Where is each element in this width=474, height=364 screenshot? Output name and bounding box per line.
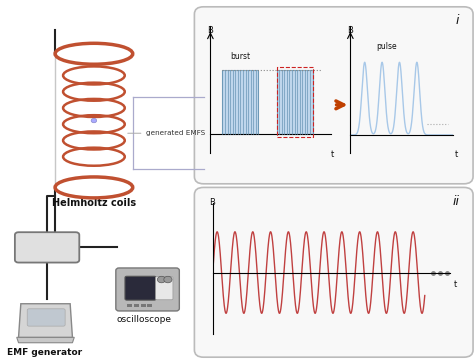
FancyBboxPatch shape	[125, 276, 156, 300]
Bar	[127, 304, 132, 307]
Circle shape	[157, 276, 165, 283]
Polygon shape	[17, 337, 74, 343]
FancyBboxPatch shape	[194, 7, 473, 184]
Text: Helmholtz coils: Helmholtz coils	[52, 198, 136, 208]
FancyBboxPatch shape	[15, 232, 79, 262]
Bar	[140, 304, 146, 307]
Circle shape	[164, 276, 172, 283]
FancyBboxPatch shape	[27, 309, 65, 326]
Text: ii: ii	[452, 195, 459, 207]
Bar	[147, 304, 152, 307]
FancyBboxPatch shape	[155, 277, 173, 300]
Text: amplifier: amplifier	[24, 243, 70, 252]
FancyBboxPatch shape	[116, 268, 179, 311]
FancyBboxPatch shape	[194, 187, 473, 357]
Bar	[134, 304, 139, 307]
Text: EMF generator: EMF generator	[8, 348, 82, 357]
Polygon shape	[18, 304, 73, 337]
Text: oscilloscope: oscilloscope	[117, 314, 172, 324]
Circle shape	[91, 118, 97, 123]
Text: i: i	[456, 14, 459, 27]
Text: generated EMFS: generated EMFS	[128, 130, 206, 136]
